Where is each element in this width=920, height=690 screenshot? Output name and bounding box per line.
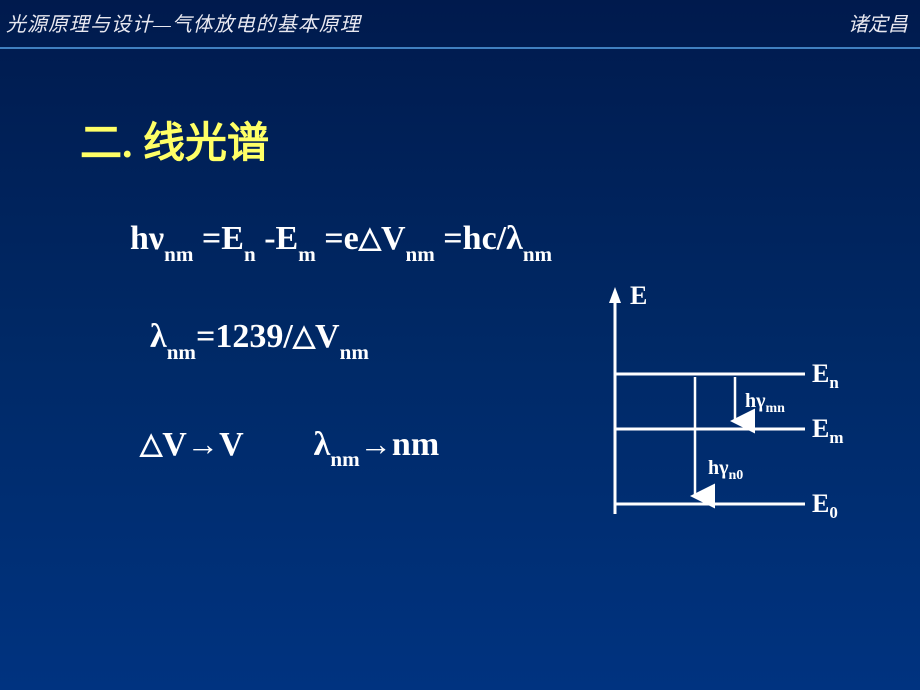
f1-s2: n [244, 242, 256, 266]
f1-p5: V [381, 220, 406, 257]
level-0-label: E0 [812, 489, 838, 522]
formula-1: hνnm =En -Em =e△Vnm =hc/λnm [130, 220, 840, 263]
f3-a1: → [187, 426, 219, 462]
f1-p2: =E [193, 220, 244, 257]
f3-tri: △ [140, 426, 162, 461]
y-axis-arrow [609, 287, 621, 303]
transition-n0-label: hγn0 [708, 457, 743, 483]
section-title: 二. 线光谱 [80, 109, 840, 170]
f1-p1: hν [130, 220, 164, 257]
f1-p4: =e [316, 220, 359, 257]
energy-level-diagram: E En Em E0 hγmn hγn0 [580, 279, 860, 539]
f1-s1: nm [164, 242, 193, 266]
transition-mn-label: hγmn [745, 390, 785, 416]
f3-p1: V [162, 426, 187, 463]
content-area: 二. 线光谱 hνnm =En -Em =e△Vnm =hc/λnm λnm=1… [0, 49, 920, 468]
f2-p3: V [315, 318, 340, 355]
f2-p2: =1239/ [196, 318, 293, 355]
f1-s5: nm [523, 242, 552, 266]
f2-p1: λ [150, 318, 167, 355]
f2-s2: nm [340, 340, 369, 364]
f3-p3: λ [314, 426, 331, 463]
f3-a2: → [360, 426, 392, 462]
axis-label: E [630, 281, 647, 310]
f1-p6: =hc/λ [435, 220, 523, 257]
header-author: 诸定昌 [848, 8, 908, 37]
f3-p4: nm [392, 426, 439, 463]
f1-p3: -E [256, 220, 299, 257]
f2-tri: △ [293, 318, 315, 353]
level-n-label: En [812, 359, 839, 392]
diagram-svg: E En Em E0 hγmn hγn0 [580, 279, 860, 539]
f3-s1: nm [330, 447, 359, 471]
header: 光源原理与设计—气体放电的基本原理 诸定昌 [0, 0, 920, 49]
f1-s4: nm [406, 242, 435, 266]
f1-s3: m [298, 242, 316, 266]
f1-tri: △ [359, 220, 381, 255]
header-title: 光源原理与设计—气体放电的基本原理 [6, 8, 361, 37]
f3-p2: V [219, 426, 244, 463]
level-m-label: Em [812, 414, 844, 447]
f2-s1: nm [167, 340, 196, 364]
